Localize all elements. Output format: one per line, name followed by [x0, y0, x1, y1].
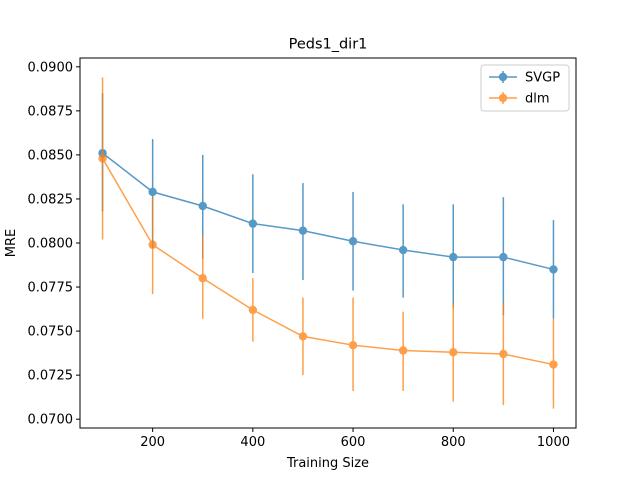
legend-marker [498, 93, 508, 103]
x-tick-label: 200 [140, 435, 165, 450]
x-tick-label: 800 [441, 435, 466, 450]
x-tick-label: 1000 [537, 435, 570, 450]
y-tick-label: 0.0750 [28, 325, 74, 340]
data-point [348, 340, 358, 350]
x-axis: 200 400 600 800 1000 [140, 428, 570, 450]
plot-area [98, 77, 558, 409]
legend: SVGP dlm [480, 64, 570, 112]
y-tick-label: 0.0850 [28, 148, 74, 163]
y-tick-label: 0.0875 [28, 104, 74, 119]
y-tick-label: 0.0900 [28, 60, 74, 75]
data-point [298, 332, 308, 341]
y-tick-label: 0.0725 [28, 369, 74, 384]
y-tick-label: 0.0800 [28, 237, 74, 252]
data-point [248, 305, 258, 315]
data-point [148, 240, 157, 249]
y-tick-label: 0.0775 [28, 281, 74, 296]
y-tick-label: 0.0700 [28, 413, 74, 428]
series-dlm [98, 77, 558, 409]
series-line [101, 158, 554, 366]
x-tick-label: 400 [240, 435, 265, 450]
data-point [198, 201, 207, 211]
data-point [449, 348, 458, 357]
legend-item-dlm [489, 92, 517, 104]
data-point [449, 252, 458, 262]
data-point [198, 274, 207, 283]
y-tick-label: 0.0825 [28, 192, 74, 207]
y-axis-label: MRE [4, 229, 19, 257]
y-axis: 0.0700 0.0725 0.0750 0.0775 0.0800 0.0825 0.08… [28, 60, 80, 428]
x-tick-label: 600 [341, 435, 366, 450]
series-line [102, 152, 554, 271]
legend-marker [498, 72, 508, 82]
data-point [398, 245, 408, 255]
chart-title: Peds1_dir1 [289, 37, 368, 53]
x-axis-label: Training Size [286, 456, 369, 471]
data-point [298, 226, 308, 235]
data-point [348, 237, 358, 246]
legend-label: dlm [525, 92, 550, 107]
data-point [549, 360, 558, 369]
data-point [148, 187, 157, 197]
data-point [499, 349, 508, 359]
data-point [248, 219, 258, 228]
data-point [499, 252, 508, 262]
legend-item-svgp [489, 71, 517, 83]
data-point [98, 154, 107, 163]
data-point [398, 346, 408, 355]
data-point [549, 265, 558, 274]
legend-label: SVGP [525, 71, 560, 86]
